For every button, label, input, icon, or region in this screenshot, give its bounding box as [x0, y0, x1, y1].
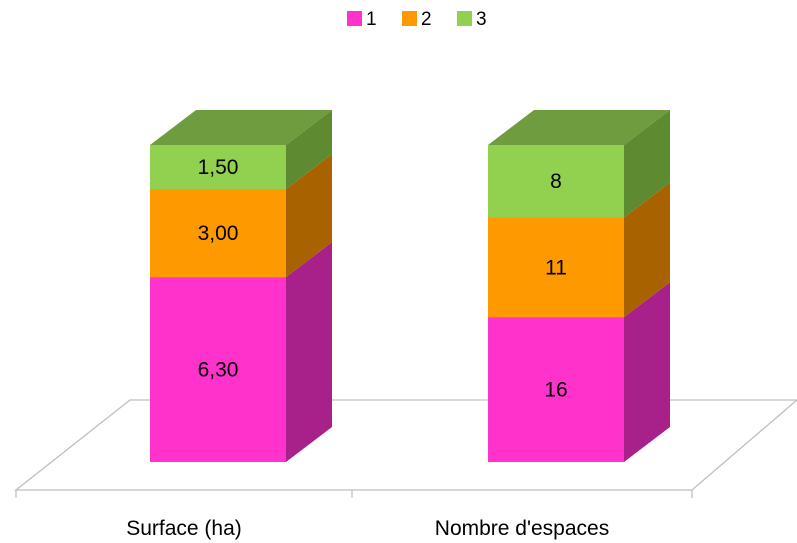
legend-entry-1: 1	[347, 9, 377, 30]
bar-top-face	[488, 110, 670, 145]
bar-segment-nombre-d-espaces-series-2	[488, 182, 670, 318]
bar-segment-surface-ha-series-3	[150, 110, 332, 190]
bars-group	[150, 110, 670, 462]
data-label-nombre-d-espaces-series-3: 8	[550, 170, 562, 193]
bar-segment-nombre-d-espaces-series-1	[488, 282, 670, 462]
bar-side-face	[624, 182, 670, 318]
bar-front-face	[488, 217, 624, 318]
bar-side-face	[286, 242, 332, 462]
bar-front-face	[150, 189, 286, 278]
legend-swatch-2	[402, 11, 417, 26]
bar-segment-nombre-d-espaces-series-3	[488, 110, 670, 218]
chart-legend: 1 2 3	[347, 9, 487, 30]
legend-label-3: 3	[476, 9, 487, 30]
bar-segment-surface-ha-series-2	[150, 154, 332, 278]
bar-front-face	[150, 277, 286, 462]
bar-front-face	[150, 145, 286, 190]
bar-front-face	[488, 145, 624, 218]
bar-side-face	[286, 154, 332, 278]
data-label-nombre-d-espaces-series-1: 16	[544, 379, 567, 402]
legend-label-1: 1	[366, 9, 377, 30]
bar-front-face	[488, 317, 624, 462]
data-labels-group: 6,30 3,00 1,50 16 11 8	[198, 156, 568, 402]
legend-entry-3: 3	[457, 9, 487, 30]
bar-side-face	[624, 282, 670, 462]
bar-segment-surface-ha-series-1	[150, 242, 332, 462]
legend-swatch-3	[457, 11, 472, 26]
bar-top-face	[150, 110, 332, 145]
data-label-surface-ha-series-3: 1,50	[198, 156, 239, 179]
floor-plane	[14, 399, 797, 491]
x-axis: Surface (ha) Nombre d'espaces	[15, 490, 693, 540]
data-label-nombre-d-espaces-series-2: 11	[545, 256, 567, 279]
legend-swatch-1	[347, 11, 362, 26]
chart-floor	[14, 399, 797, 491]
legend-label-2: 2	[421, 9, 432, 30]
data-label-surface-ha-series-2: 3,00	[198, 222, 239, 245]
x-tick-label-nombre-d-espaces: Nombre d'espaces	[435, 517, 609, 540]
bar-side-face	[286, 110, 332, 190]
data-label-surface-ha-series-1: 6,30	[198, 359, 239, 382]
x-tick-label-surface-ha: Surface (ha)	[126, 517, 242, 540]
legend-entry-2: 2	[402, 9, 432, 30]
bar-side-face	[624, 110, 670, 218]
